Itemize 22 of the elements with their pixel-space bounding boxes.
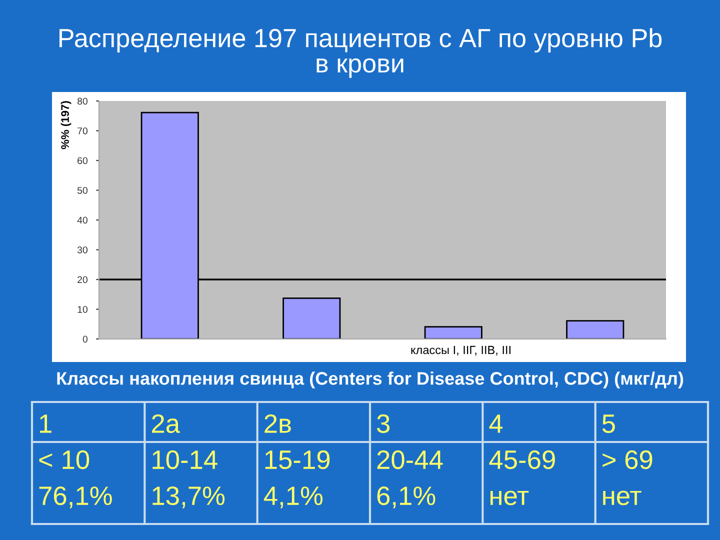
y-tick-label: 30 [77,246,88,254]
y-tick-label: 20 [78,276,88,284]
bar [424,326,482,339]
text: 1 < 10 76,1% [39,414,112,508]
y-tick-label: 50 [77,186,88,194]
chart-title: Распределение 197 пациентов с АГ по уровню Pb в крови [60,28,662,78]
bar [282,298,341,339]
text: 2а 10-14 13,7% [152,414,225,508]
text: 3 20-44 6,1% [377,414,443,508]
text: 5 > 69 нет [602,414,652,506]
y-tick-label: 70 [78,127,88,134]
text: Классы накопления свинца (Centers for Disease Control, CDC) (мкг/дл) [57,372,684,388]
y-tick-label: 40 [77,216,88,224]
y-tick-label: 0 [82,336,88,343]
y-tick-label: 60 [78,157,88,164]
bar [566,320,624,339]
y-tick-label: 80 [78,98,88,105]
x-axis-title: классы I, IIГ, IIВ, III [411,346,510,356]
y-tick-label: 10 [78,306,88,313]
text: 2в 15-19 4,1% [264,414,330,508]
y-axis-title: %% (197) [60,101,72,150]
text: 4 45-69 нет [489,414,555,506]
